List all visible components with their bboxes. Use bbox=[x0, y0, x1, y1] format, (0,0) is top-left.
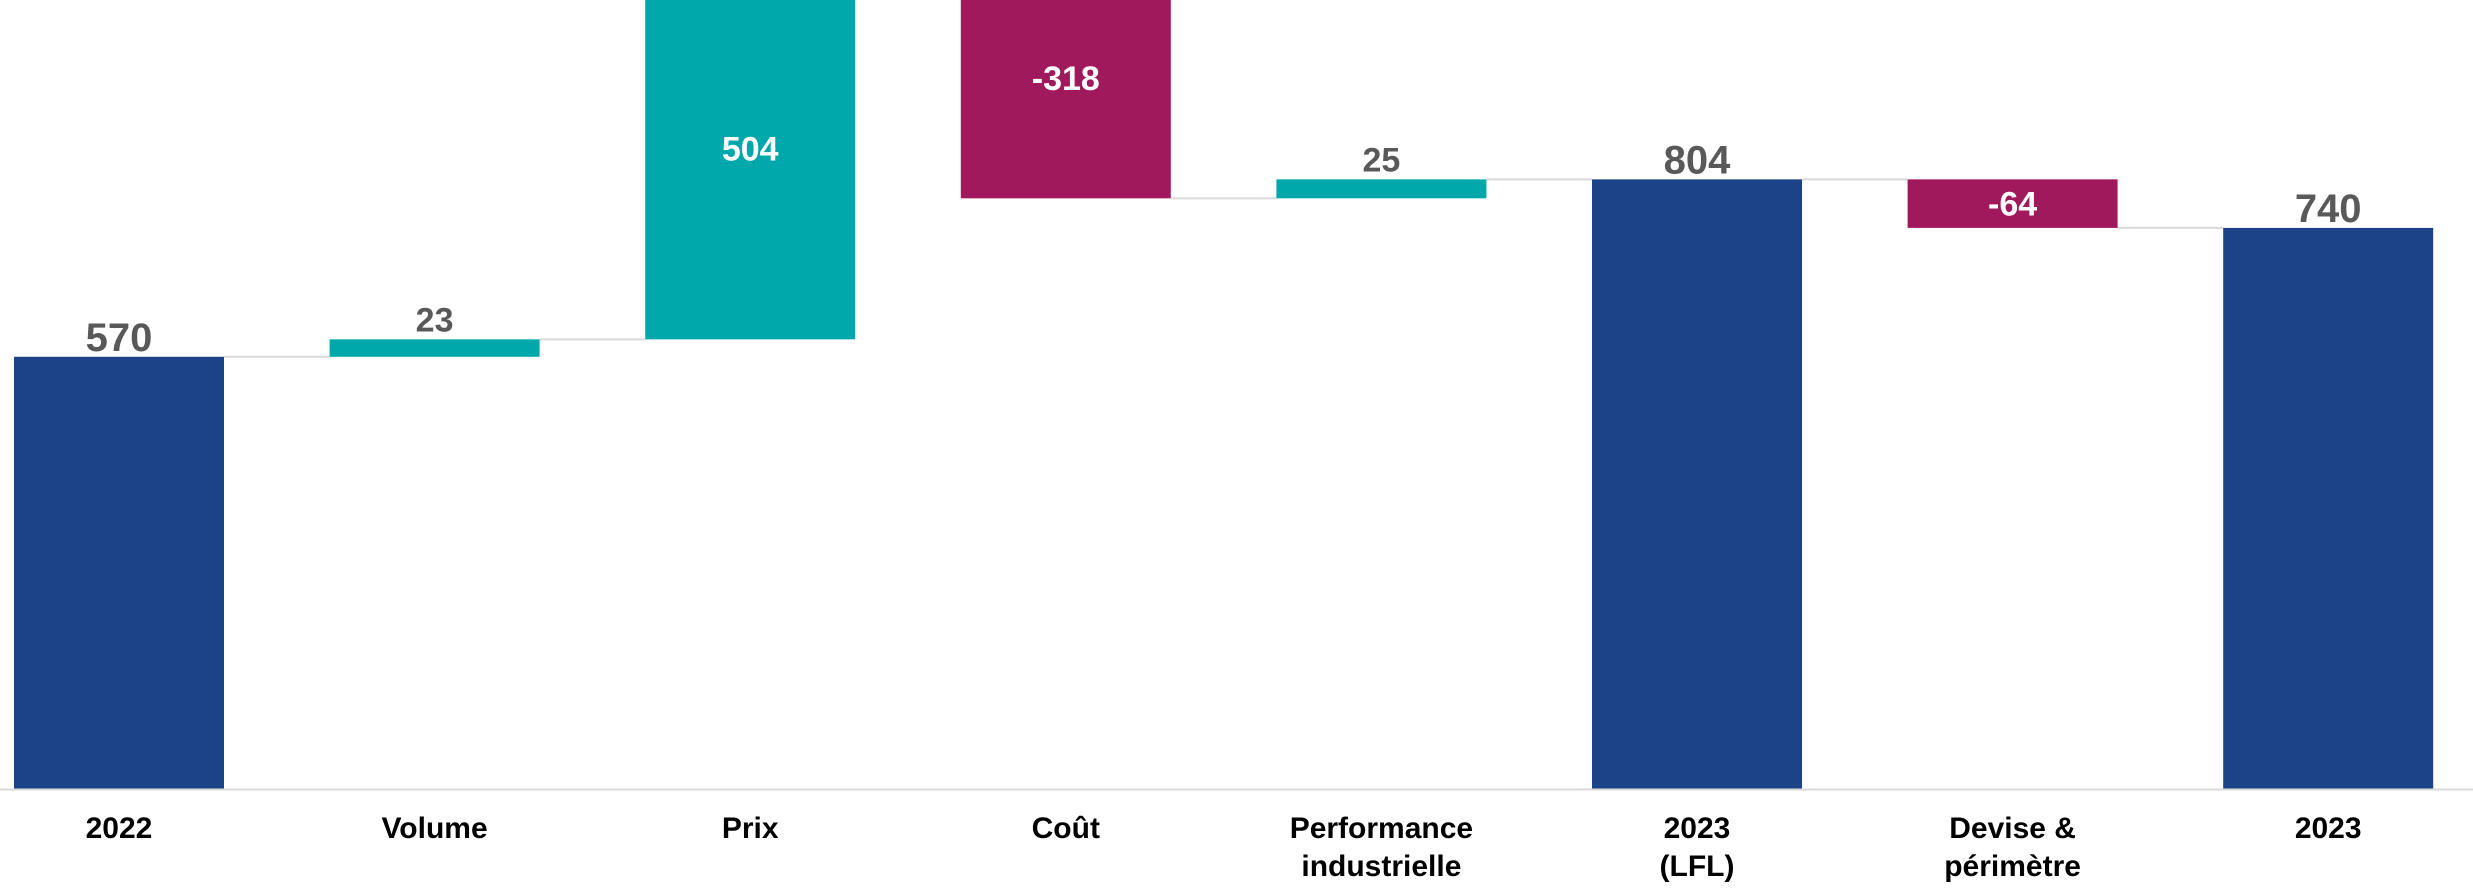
value-labels: 570 23 504 -318 25 804 -64 740 bbox=[86, 60, 2362, 360]
category-label-0: 2022 bbox=[86, 812, 153, 845]
category-label-7: 2023 bbox=[2295, 812, 2362, 845]
bar-5 bbox=[1592, 179, 1802, 789]
category-label-6: Devise & périmètre bbox=[1944, 812, 2081, 883]
value-label-0: 570 bbox=[86, 316, 153, 360]
bar-3 bbox=[960, 0, 1171, 199]
value-label-7: 740 bbox=[2295, 187, 2362, 231]
value-label-1: 23 bbox=[416, 301, 454, 339]
bar-4 bbox=[1276, 179, 1487, 199]
bars bbox=[14, 0, 2434, 790]
category-label-1: Volume bbox=[382, 812, 488, 845]
bar-0 bbox=[14, 356, 224, 789]
value-label-6: -64 bbox=[1988, 186, 2037, 224]
category-label-3: Coût bbox=[1032, 812, 1100, 845]
category-label-4: Performance industrielle bbox=[1290, 812, 1473, 883]
bar-1 bbox=[329, 339, 540, 357]
bar-6 bbox=[1907, 179, 2118, 228]
value-label-3: -318 bbox=[1032, 60, 1100, 98]
connector-lines bbox=[224, 178, 2224, 358]
bar-7 bbox=[2223, 227, 2434, 790]
category-labels: 2022 Volume Prix Coût Performance industriell… bbox=[86, 812, 2362, 883]
value-label-4: 25 bbox=[1362, 141, 1400, 179]
value-label-5: 804 bbox=[1664, 138, 1731, 182]
category-label-2: Prix bbox=[722, 812, 779, 845]
bar-2 bbox=[645, 0, 856, 340]
category-label-5: 2023 (LFL) bbox=[1660, 812, 1735, 883]
value-label-2: 504 bbox=[722, 130, 779, 168]
